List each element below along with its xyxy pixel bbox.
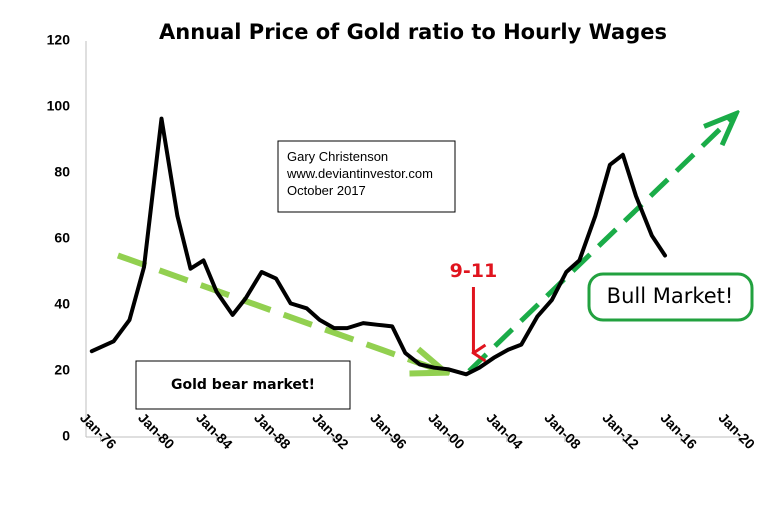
data-point — [345, 326, 349, 330]
data-point — [274, 277, 278, 281]
x-tick-label: Jan-84 — [193, 409, 236, 452]
data-point — [260, 270, 264, 274]
data-point — [492, 356, 496, 360]
data-point — [608, 163, 612, 167]
credit-date: October 2017 — [287, 183, 366, 198]
bear-market-label: Gold bear market! — [171, 377, 315, 393]
data-point — [376, 323, 380, 327]
data-point — [634, 194, 638, 198]
bear-market-frame — [135, 360, 351, 410]
bear-market-box: Gold bear market! — [135, 360, 351, 410]
x-tick-label: Jan-96 — [367, 409, 410, 452]
x-tick-label: Jan-08 — [541, 409, 584, 452]
x-tick-label: Jan-12 — [599, 409, 642, 452]
data-point — [577, 258, 581, 262]
y-tick-label: 100 — [47, 98, 71, 114]
y-tick-label: 0 — [62, 428, 70, 444]
y-tick-label: 80 — [54, 164, 70, 180]
x-tick-label: Jan-04 — [483, 409, 526, 452]
data-point — [202, 258, 205, 262]
data-point — [332, 326, 336, 330]
credit-website: www.deviantinvestor.com — [286, 166, 433, 181]
data-point — [663, 254, 667, 257]
gold-wage-ratio-line — [89, 116, 667, 377]
data-point — [390, 324, 394, 328]
nine-eleven-label: 9-11 — [450, 260, 498, 282]
credit-box-frame — [277, 140, 456, 213]
data-point — [289, 301, 293, 305]
data-point — [318, 318, 322, 322]
data-point — [189, 267, 192, 271]
data-point — [506, 348, 510, 352]
data-point — [215, 290, 219, 294]
data-point — [160, 117, 163, 121]
data-point — [418, 362, 422, 366]
bull-market-box: Bull Market! — [587, 272, 754, 322]
data-point — [564, 270, 568, 274]
data-point — [593, 214, 597, 218]
bear-trend-arrow — [116, 252, 446, 373]
credit-author: Gary Christenson — [287, 149, 388, 164]
y-tick-label: 120 — [47, 32, 71, 48]
y-tick-label: 60 — [54, 230, 70, 246]
data-point — [90, 349, 94, 353]
data-point — [305, 306, 309, 310]
data-point — [175, 214, 179, 218]
x-tick-label: Jan-20 — [716, 409, 759, 452]
y-ticks: 0 20 40 60 80 100 120 — [47, 32, 71, 444]
x-tick-label: Jan-80 — [135, 409, 178, 452]
bull-trend-arrow — [467, 114, 736, 373]
x-tick-label: Jan-88 — [251, 409, 294, 452]
y-tick-label: 20 — [54, 362, 70, 378]
data-point — [519, 343, 523, 347]
x-tick-label: Jan-00 — [425, 409, 468, 452]
data-point — [550, 298, 554, 302]
data-point — [432, 366, 436, 370]
chart-title: Annual Price of Gold ratio to Hourly Wag… — [159, 20, 667, 44]
data-point — [244, 296, 248, 300]
data-point — [464, 372, 468, 376]
data-point — [128, 318, 131, 322]
data-point — [447, 367, 451, 371]
data-point — [112, 339, 116, 343]
credit-box: Gary Christenson www.deviantinvestor.com… — [277, 140, 456, 213]
data-point — [403, 351, 407, 355]
data-point — [650, 234, 654, 238]
data-point — [231, 313, 235, 317]
x-tick-label: Jan-76 — [77, 409, 120, 452]
series-points — [90, 117, 667, 376]
x-tick-label: Jan-92 — [309, 409, 352, 452]
data-point — [361, 321, 365, 325]
data-point — [621, 153, 625, 157]
y-tick-label: 40 — [54, 296, 70, 312]
bull-market-label: Bull Market! — [607, 284, 734, 308]
nine-eleven-marker: 9-11 — [450, 260, 498, 353]
x-axis: Jan-76 Jan-80 Jan-84 Jan-88 Jan-92 Jan-96 Jan-… — [77, 409, 758, 452]
bull-market-frame — [587, 272, 754, 322]
x-tick-label: Jan-16 — [657, 409, 700, 452]
data-point — [142, 265, 146, 269]
data-point — [535, 315, 539, 319]
data-point — [477, 366, 481, 370]
x-ticks: Jan-76 Jan-80 Jan-84 Jan-88 Jan-92 Jan-96 Jan-… — [77, 409, 758, 452]
y-axis: 0 20 40 60 80 100 120 — [47, 32, 87, 444]
